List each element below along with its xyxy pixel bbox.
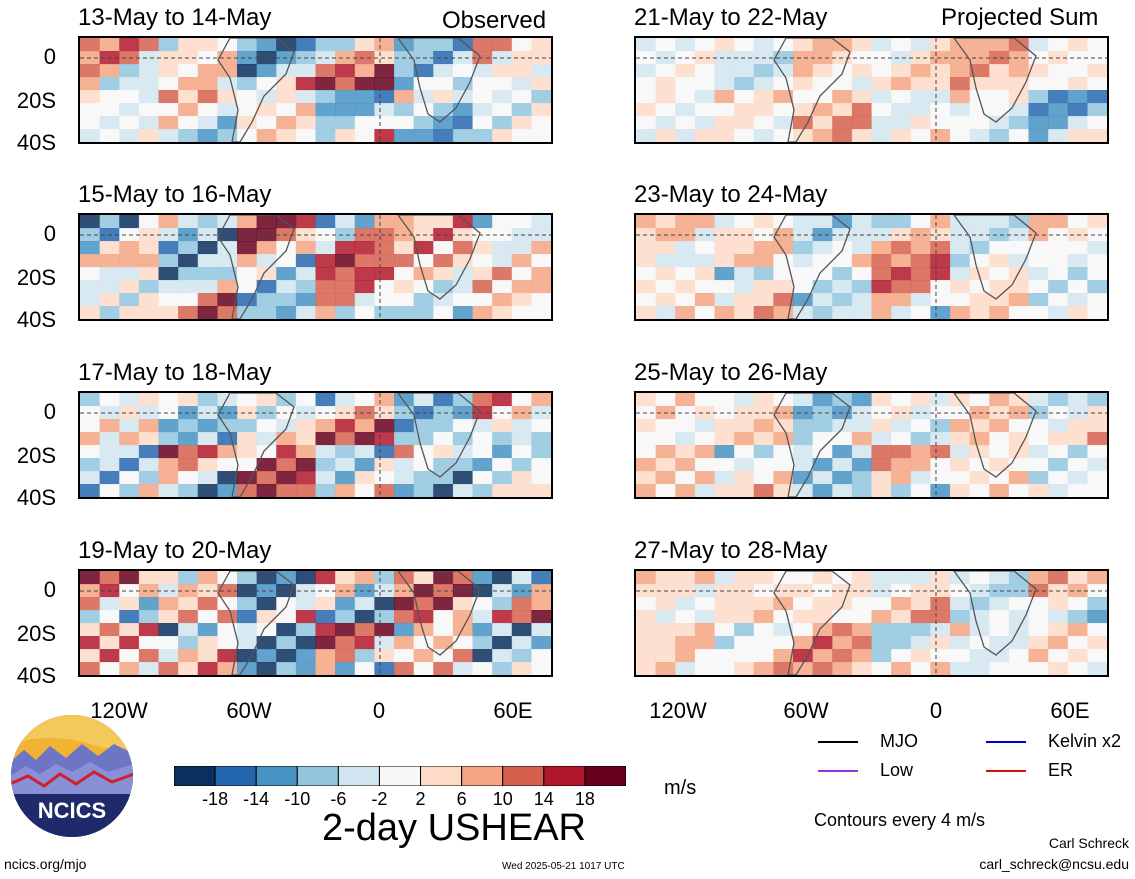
legend-line-mjo: [818, 741, 858, 743]
lat-label: 20S: [16, 88, 56, 113]
colorbar-swatch: [420, 765, 463, 787]
africa-outline: [953, 393, 1037, 478]
map-panel-8: [634, 569, 1109, 677]
projected-sum-label: Projected Sum: [941, 4, 1099, 31]
colorbar-tick-label: -18: [202, 789, 229, 809]
colorbar-swatch: [378, 765, 422, 787]
legend-line-low: [818, 770, 858, 772]
lat-label: 40S: [16, 663, 56, 688]
map-panel-3: [78, 391, 553, 499]
south-america-outline: [773, 215, 851, 319]
lat-label: 40S: [16, 485, 56, 510]
lat-label: 0: [43, 221, 56, 246]
colorbar-swatch: [214, 765, 257, 787]
lon-label-60e: 60E: [493, 698, 533, 723]
colorbar-tick-label: -14: [243, 789, 270, 809]
legend-label: MJO: [880, 731, 918, 751]
panel-title-3: 17-May to 18-May: [78, 359, 272, 386]
lat-label: 0: [43, 577, 56, 602]
lon-label-120w-right: 120W: [649, 698, 707, 723]
lon-label-60e-right: 60E: [1050, 698, 1090, 723]
colorbar-tick-label: -10: [284, 789, 311, 809]
map-panel-7: [634, 391, 1109, 499]
panel-title-7: 25-May to 26-May: [634, 359, 828, 386]
colorbar-swatch: [173, 765, 216, 787]
author-name: Carl Schreck: [1048, 835, 1129, 851]
author-email: carl_schreck@ncsu.edu: [979, 856, 1129, 872]
panel-title-1: 13-May to 14-May: [78, 4, 272, 31]
colorbar-swatch: [337, 765, 380, 787]
colorbar-swatch: [296, 765, 339, 787]
logo-text: NCICS: [38, 798, 106, 823]
south-america-outline: [217, 38, 295, 142]
lat-label: 20S: [16, 443, 56, 468]
legend-label: Low: [880, 760, 914, 780]
legend-label: Kelvin x2: [1048, 731, 1122, 751]
africa-outline: [953, 38, 1037, 123]
lat-label: 40S: [16, 307, 56, 332]
lon-label-0: 0: [372, 698, 386, 723]
site-url: ncics.org/mjo: [4, 856, 87, 872]
timestamp: Wed 2025-05-21 1017 UTC: [502, 861, 625, 872]
south-america-outline: [773, 393, 851, 497]
africa-outline: [397, 215, 481, 300]
colorbar-tick-label: 6: [456, 789, 467, 809]
map-panel-2: [78, 213, 553, 321]
south-america-outline: [773, 571, 851, 675]
ncics-logo: NCICS: [10, 714, 134, 838]
lat-label: 0: [43, 44, 56, 69]
lat-label: 0: [43, 399, 56, 424]
lat-label: 20S: [16, 621, 56, 646]
colorbar-swatch: [255, 765, 298, 787]
south-america-outline: [217, 571, 295, 675]
colorbar-swatch: [502, 765, 545, 787]
panel-title-6: 23-May to 24-May: [634, 181, 828, 208]
panel-title-4: 19-May to 20-May: [78, 537, 272, 564]
figure-title: 2-day USHEAR: [322, 807, 586, 849]
lon-label-0-right: 0: [929, 698, 943, 723]
contour-note: Contours every 4 m/s: [814, 810, 986, 830]
legend-line-er: [986, 770, 1026, 772]
panel-title-8: 27-May to 28-May: [634, 537, 828, 564]
colorbar-tick-label: -6: [330, 789, 347, 809]
panel-title-5: 21-May to 22-May: [634, 4, 828, 31]
south-america-outline: [773, 38, 851, 142]
colorbar-swatch: [543, 765, 586, 787]
colorbar-tick-label: 10: [492, 789, 513, 809]
lon-label-120w: 120W: [90, 698, 148, 723]
unit-label: m/s: [664, 777, 697, 799]
lat-label: 40S: [16, 130, 56, 155]
lon-label-60w: 60W: [226, 698, 272, 723]
south-america-outline: [217, 393, 295, 497]
map-panel-4: [78, 569, 553, 677]
colorbar-swatch: [584, 765, 627, 787]
south-america-outline: [217, 215, 295, 319]
observed-label: Observed: [442, 7, 547, 34]
legend-line-kelvin-x2: [986, 741, 1026, 743]
africa-outline: [397, 38, 481, 123]
africa-outline: [953, 571, 1037, 656]
colorbar-tick-label: -2: [371, 789, 388, 809]
map-panel-6: [634, 213, 1109, 321]
legend-label: ER: [1048, 760, 1074, 780]
lat-label: 20S: [16, 265, 56, 290]
colorbar-tick-label: 14: [533, 789, 554, 809]
colorbar-tick-label: 2: [415, 789, 426, 809]
panel-title-2: 15-May to 16-May: [78, 181, 272, 208]
africa-outline: [397, 393, 481, 478]
lon-label-60w-right: 60W: [783, 698, 829, 723]
map-panel-5: [634, 36, 1109, 144]
map-panel-1: [78, 36, 553, 144]
colorbar-tick-label: 18: [574, 789, 595, 809]
colorbar-swatch: [461, 765, 504, 787]
colorbar: [173, 765, 627, 787]
africa-outline: [397, 571, 481, 656]
africa-outline: [953, 215, 1037, 300]
